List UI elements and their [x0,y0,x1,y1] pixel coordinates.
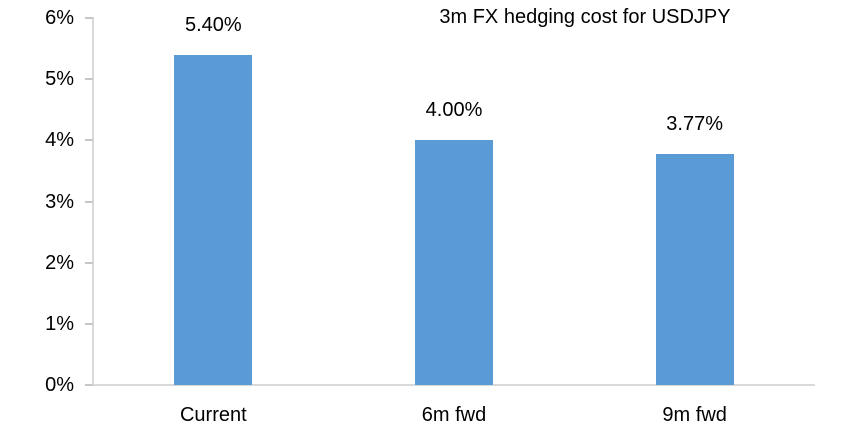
y-tick-mark [85,384,93,386]
y-tick-mark [85,261,93,264]
y-tick-label: 1% [45,312,74,335]
x-category-label: 6m fwd [421,404,487,426]
x-category-label: Current [179,404,247,426]
y-tick-mark [85,200,93,203]
y-tick-label: 4% [45,129,74,152]
x-axis-line [93,384,815,386]
y-tick-label: 2% [45,251,74,274]
y-axis-line [92,17,94,386]
y-tick-mark [85,17,93,19]
y-tick-label: 3% [45,190,74,213]
y-tick-mark [85,139,93,142]
bar-9m-fwd [655,154,734,385]
y-tick-mark [85,78,93,81]
chart-title: 3m FX hedging cost for USDJPY [439,6,731,28]
y-tick-label: 5% [45,68,74,91]
bar-value-label: 5.40% [184,13,242,36]
bar-value-label: 4.00% [425,99,483,122]
bar-current [174,54,253,385]
y-tick-mark [85,322,93,325]
bar-value-label: 3.77% [666,113,724,136]
y-tick-label: 6% [45,7,74,29]
y-tick-label: 0% [45,374,74,396]
bar-6m-fwd [415,140,493,385]
x-category-label: 9m fwd [662,404,727,426]
